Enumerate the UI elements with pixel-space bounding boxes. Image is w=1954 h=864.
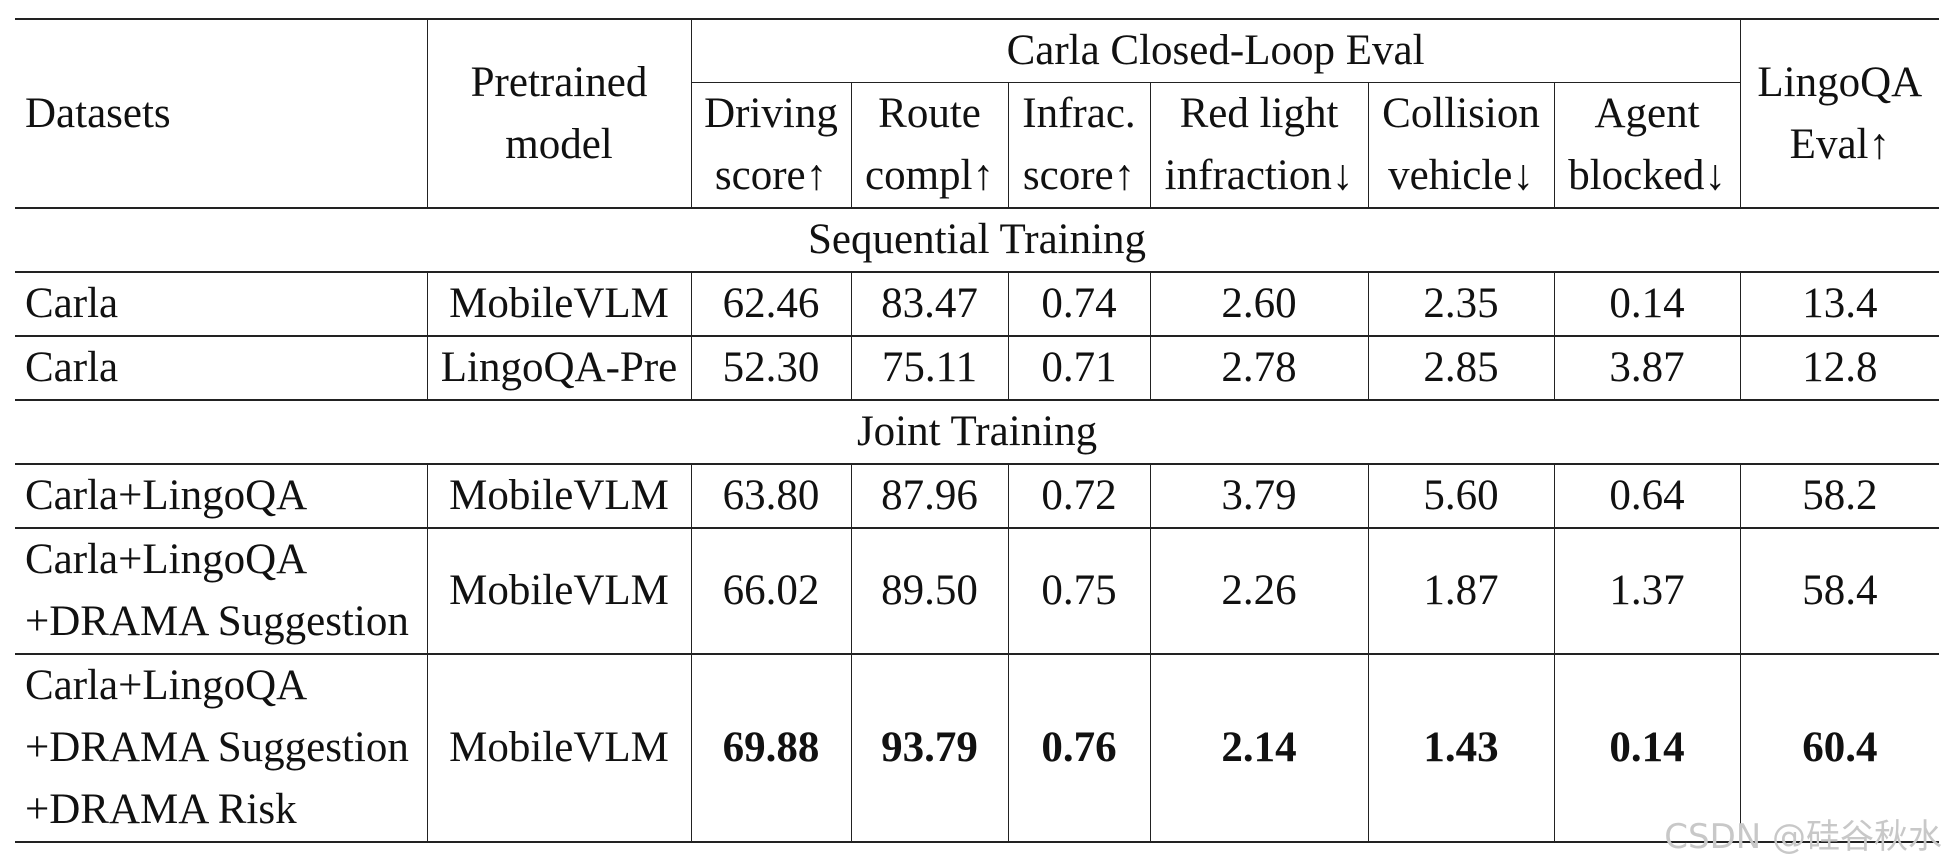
collision-cell: 2.85 (1368, 336, 1555, 401)
driving-score-header-line2: score↑ (714, 152, 828, 199)
dataset-line: +DRAMA Risk (25, 786, 297, 833)
agent-blocked-cell: 0.14 (1554, 272, 1741, 337)
watermark: CSDN @硅谷秋水 (1664, 817, 1942, 857)
model-cell: MobileVLM (427, 272, 692, 337)
section-row-joint: Joint Training (15, 400, 1940, 465)
lingoqa-eval-cell: 13.4 (1740, 272, 1940, 337)
dataset-cell: Carla+LingoQA +DRAMA Suggestion +DRAMA R… (15, 654, 428, 843)
agent-blocked-cell: 3.87 (1554, 336, 1741, 401)
infrac-score-header: Infrac. score↑ (1008, 82, 1151, 209)
results-table-container: Datasets Pretrained model Carla Closed-L… (15, 18, 1940, 843)
section-row-sequential: Sequential Training (15, 208, 1940, 273)
collision-header-line1: Collision (1382, 90, 1540, 137)
table-row: Carla+LingoQA +DRAMA Suggestion MobileVL… (15, 528, 1940, 655)
model-cell: LingoQA-Pre (427, 336, 692, 401)
infrac-score-header-line2: score↑ (1022, 152, 1136, 199)
collision-cell: 1.87 (1368, 528, 1555, 655)
agent-blocked-cell: 1.37 (1554, 528, 1741, 655)
red-light-infraction-header: Red light infraction↓ (1150, 82, 1369, 209)
infrac-score-cell: 0.74 (1008, 272, 1151, 337)
red-light-cell: 2.60 (1150, 272, 1369, 337)
collision-header-line2: vehicle↓ (1388, 152, 1534, 199)
red-light-cell: 2.26 (1150, 528, 1369, 655)
collision-cell: 5.60 (1368, 464, 1555, 529)
model-cell: MobileVLM (427, 528, 692, 655)
dataset-line: Carla+LingoQA (25, 536, 308, 583)
pretrained-model-header: Pretrained model (427, 18, 692, 209)
route-compl-cell: 89.50 (851, 528, 1009, 655)
agent-blocked-cell: 0.64 (1554, 464, 1741, 529)
model-cell: MobileVLM (427, 464, 692, 529)
route-compl-cell: 93.79 (851, 654, 1009, 843)
driving-score-header: Driving score↑ (691, 82, 852, 209)
driving-score-header-line1: Driving (704, 90, 838, 137)
route-compl-header-line1: Route (878, 90, 981, 137)
driving-score-cell: 66.02 (691, 528, 852, 655)
infrac-score-cell: 0.71 (1008, 336, 1151, 401)
table-row: Carla LingoQA-Pre 52.30 75.11 0.71 2.78 … (15, 336, 1940, 401)
red-light-header-line1: Red light (1179, 90, 1339, 137)
dataset-cell: Carla (15, 272, 428, 337)
red-light-cell: 3.79 (1150, 464, 1369, 529)
infrac-score-cell: 0.72 (1008, 464, 1151, 529)
section-title-joint: Joint Training (15, 400, 1940, 465)
route-compl-header-line2: compl↑ (865, 152, 994, 199)
table-row: Carla+LingoQA MobileVLM 63.80 87.96 0.72… (15, 464, 1940, 529)
collision-cell: 2.35 (1368, 272, 1555, 337)
dataset-line: Carla+LingoQA (25, 662, 308, 709)
collision-cell: 1.43 (1368, 654, 1555, 843)
red-light-cell: 2.78 (1150, 336, 1369, 401)
driving-score-cell: 62.46 (691, 272, 852, 337)
model-cell: MobileVLM (427, 654, 692, 843)
infrac-score-header-line1: Infrac. (1022, 90, 1136, 137)
red-light-header-line2: infraction↓ (1164, 152, 1354, 199)
lingoqa-eval-header: LingoQA Eval↑ (1740, 18, 1940, 209)
lingoqa-header-line1: LingoQA (1757, 58, 1923, 106)
infrac-score-cell: 0.76 (1008, 654, 1151, 843)
agent-blocked-header-line1: Agent (1594, 90, 1700, 137)
route-compl-cell: 83.47 (851, 272, 1009, 337)
lingoqa-eval-cell: 58.2 (1740, 464, 1940, 529)
dataset-line: +DRAMA Suggestion (25, 724, 409, 771)
driving-score-cell: 52.30 (691, 336, 852, 401)
dataset-line: +DRAMA Suggestion (25, 598, 409, 645)
header-row-1: Datasets Pretrained model Carla Closed-L… (15, 18, 1940, 209)
agent-blocked-cell: 0.14 (1554, 654, 1741, 843)
agent-blocked-header: Agent blocked↓ (1554, 82, 1741, 209)
infrac-score-cell: 0.75 (1008, 528, 1151, 655)
pretrained-header-line2: model (505, 120, 613, 168)
header-row-2: Driving score↑ Route compl↑ Infrac. scor… (15, 82, 1939, 209)
red-light-cell: 2.14 (1150, 654, 1369, 843)
datasets-header: Datasets (15, 18, 428, 209)
lingoqa-eval-cell: 12.8 (1740, 336, 1940, 401)
pretrained-header-line1: Pretrained (470, 58, 648, 106)
driving-score-cell: 69.88 (691, 654, 852, 843)
route-compl-cell: 75.11 (851, 336, 1009, 401)
table-row: Carla+LingoQA +DRAMA Suggestion +DRAMA R… (15, 654, 1940, 843)
dataset-cell: Carla (15, 336, 428, 401)
driving-score-cell: 63.80 (691, 464, 852, 529)
route-compl-header: Route compl↑ (851, 82, 1009, 209)
table-row: Carla MobileVLM 62.46 83.47 0.74 2.60 2.… (15, 272, 1940, 337)
lingoqa-eval-cell: 60.4 (1740, 654, 1940, 843)
lingoqa-eval-cell: 58.4 (1740, 528, 1940, 655)
carla-closed-loop-header: Carla Closed-Loop Eval (691, 18, 1741, 83)
collision-vehicle-header: Collision vehicle↓ (1368, 82, 1555, 209)
lingoqa-header-line2: Eval↑ (1789, 120, 1890, 168)
section-title-sequential: Sequential Training (15, 208, 1940, 273)
dataset-cell: Carla+LingoQA (15, 464, 428, 529)
dataset-cell: Carla+LingoQA +DRAMA Suggestion (15, 528, 428, 655)
route-compl-cell: 87.96 (851, 464, 1009, 529)
agent-blocked-header-line2: blocked↓ (1568, 152, 1726, 199)
results-table: Datasets Pretrained model Carla Closed-L… (15, 18, 1940, 843)
